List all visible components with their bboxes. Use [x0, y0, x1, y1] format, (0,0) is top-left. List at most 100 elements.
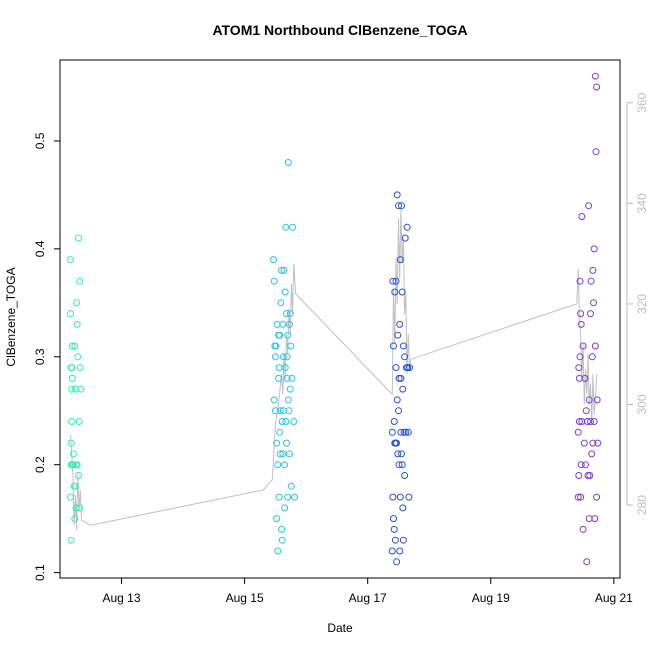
plot-area: Aug 13 Aug 15 Aug 17 Aug 19 Aug 21 0.1 0.2 0.3 0…: [33, 59, 649, 605]
data-point-series-3: [397, 374, 405, 382]
data-point-series-4: [579, 525, 587, 533]
data-point-series-2: [284, 331, 292, 339]
data-point-series-4: [581, 374, 589, 382]
data-point-series-2: [280, 266, 288, 274]
data-point-series-2: [283, 439, 290, 447]
data-point-series-1: [68, 342, 76, 350]
data-point-series-3: [399, 342, 407, 350]
data-point-series-4: [574, 493, 582, 501]
data-point-series-2: [277, 299, 285, 307]
data-point-series-2: [276, 450, 284, 458]
data-point-series-3: [390, 515, 397, 523]
data-point-series-4: [593, 396, 601, 404]
data-point-series-3: [403, 223, 411, 231]
data-point-series-3: [398, 450, 405, 458]
data-point-series-4: [590, 418, 598, 425]
data-point-series-1: [75, 234, 82, 242]
data-point-series-2: [282, 223, 290, 231]
data-point-series-4: [583, 418, 591, 425]
data-point-series-1: [68, 364, 76, 372]
data-point-series-2: [278, 266, 285, 274]
data-point-series-2: [284, 493, 292, 501]
data-point-series-2: [286, 310, 294, 318]
data-point-series-1: [68, 385, 76, 393]
data-point-series-1: [71, 342, 79, 350]
data-point-series-1: [75, 418, 83, 425]
y-tick-label: 0.1: [33, 564, 47, 581]
x-axis-label: Date: [327, 621, 353, 635]
y-axis-label: ClBenzene_TOGA: [4, 267, 18, 366]
data-point-series-4: [589, 266, 597, 274]
data-point-series-2: [283, 310, 290, 318]
data-point-series-2: [272, 342, 280, 350]
data-point-series-4: [591, 72, 599, 80]
data-point-series-3: [401, 353, 409, 361]
data-point-series-2: [291, 493, 298, 501]
data-point-series-1: [68, 374, 76, 382]
data-point-series-3: [395, 461, 403, 469]
data-point-series-2: [273, 515, 281, 523]
data-point-series-4: [575, 418, 583, 425]
data-point-series-3: [389, 277, 397, 285]
data-point-series-3: [392, 277, 400, 285]
data-point-series-3: [388, 547, 396, 555]
data-point-series-1: [68, 418, 76, 425]
chart-title: ATOM1 Northbound ClBenzene_TOGA: [212, 22, 467, 38]
data-point-series-4: [576, 277, 584, 285]
data-point-series-4: [591, 342, 599, 350]
data-point-series-4: [582, 461, 589, 469]
data-point-series-2: [270, 256, 277, 264]
data-point-series-4: [591, 515, 599, 523]
data-point-series-3: [398, 202, 405, 210]
data-point-series-4: [579, 342, 587, 350]
data-point-series-4: [590, 299, 597, 307]
data-point-series-2: [274, 547, 282, 555]
data-point-series-3: [392, 364, 400, 372]
data-point-series-2: [281, 288, 289, 296]
data-point-series-2: [278, 525, 285, 533]
data-point-series-4: [577, 461, 585, 469]
data-point-series-2: [279, 353, 287, 361]
data-point-series-1: [67, 439, 75, 447]
data-point-series-1: [73, 320, 81, 328]
data-point-series-3: [393, 439, 401, 447]
data-point-series-2: [281, 504, 289, 512]
y2-tick-label: 320: [635, 294, 649, 314]
y-tick-label: 0.2: [33, 456, 47, 473]
data-point-series-4: [574, 428, 582, 436]
data-point-series-2: [276, 331, 284, 339]
data-point-series-3: [399, 536, 407, 544]
data-point-series-2: [276, 407, 284, 415]
data-point-series-3: [396, 256, 404, 264]
data-point-series-2: [276, 428, 284, 436]
data-point-series-4: [578, 213, 586, 220]
data-point-series-3: [397, 428, 405, 436]
data-point-series-4: [592, 148, 600, 156]
data-point-series-1: [71, 482, 79, 490]
secondary-series-line: [70, 208, 598, 531]
data-point-series-4: [576, 353, 584, 361]
data-point-series-2: [285, 407, 293, 415]
data-point-series-1: [73, 299, 81, 307]
data-point-series-3: [398, 461, 406, 469]
data-point-series-3: [393, 396, 401, 404]
data-point-series-1: [76, 277, 84, 285]
y-tick-label: 0.5: [33, 132, 47, 149]
data-point-series-3: [391, 288, 399, 296]
data-point-series-3: [393, 191, 401, 199]
data-point-series-4: [585, 202, 593, 210]
data-point-series-3: [406, 364, 413, 372]
data-point-series-3: [390, 525, 398, 533]
data-point-series-4: [587, 310, 594, 318]
data-point-series-3: [404, 428, 412, 436]
data-point-series-4: [589, 439, 597, 447]
data-point-series-2: [284, 159, 292, 166]
data-point-series-2: [271, 353, 279, 361]
data-point-series-2: [279, 320, 287, 328]
x-tick-label: Aug 13: [103, 591, 141, 605]
data-point-series-4: [587, 277, 595, 285]
x-tick-label: Aug 21: [595, 591, 633, 605]
data-point-series-4: [575, 472, 583, 479]
